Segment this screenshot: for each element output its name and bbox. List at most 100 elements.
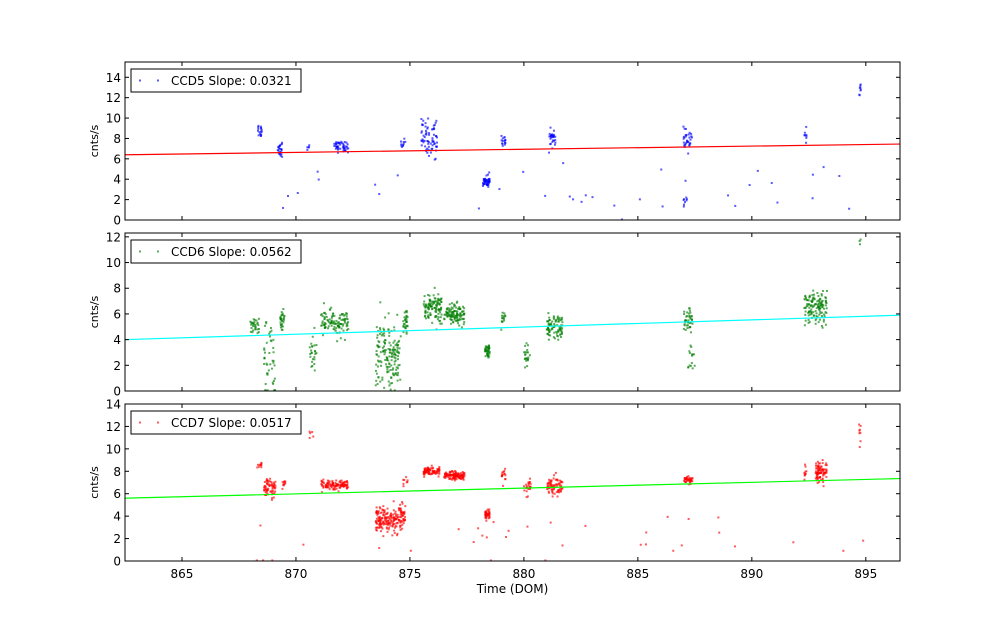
data-point [436,470,439,473]
y-tick-label: 0 [113,555,121,569]
data-point [279,143,282,146]
data-point [313,358,316,361]
data-point [461,310,464,313]
data-point [558,483,561,486]
data-point [440,308,443,311]
data-point [388,517,391,520]
data-point [321,315,324,318]
data-point [269,484,272,487]
data-point [446,474,449,477]
data-point [485,536,488,539]
data-point [550,134,553,137]
data-point [377,340,380,343]
data-point [548,151,551,154]
data-point [454,314,457,317]
data-point [488,513,491,516]
data-point [280,149,283,152]
data-point [375,517,378,520]
data-point [547,487,550,490]
data-point [401,520,404,523]
data-point [383,334,386,337]
data-point [402,522,405,525]
data-point [463,471,466,474]
data-point [452,477,455,480]
data-point [437,316,440,319]
data-point [345,325,348,328]
data-point [460,475,463,478]
data-point [554,143,557,146]
data-point [523,351,526,354]
data-point [265,389,268,391]
data-point [688,350,691,353]
data-point [504,141,507,144]
data-point [445,310,448,313]
data-point [272,351,275,354]
data-point [819,467,822,470]
data-point [644,543,647,546]
data-point [756,169,759,172]
data-point [341,484,344,487]
data-point [392,513,395,516]
data-point [820,324,823,327]
data-point [340,479,343,482]
data-point [550,328,553,331]
data-point [551,140,554,143]
data-point [325,483,328,486]
data-point [426,147,429,150]
data-point [488,346,491,349]
data-point [821,459,824,462]
legend-label: CCD5 Slope: 0.0321 [171,74,292,88]
data-point [452,474,455,477]
data-point [388,384,391,387]
data-point [450,318,453,321]
data-point [683,127,686,130]
data-point [384,316,387,319]
data-point [501,139,504,142]
data-point [384,349,387,352]
data-point [485,511,488,514]
data-point [339,141,342,144]
data-point [426,126,429,129]
data-point [379,521,382,524]
data-point [425,304,428,307]
data-point [393,529,396,532]
data-point [404,516,407,519]
data-point [257,126,260,129]
data-point [552,316,555,319]
data-point [326,485,329,488]
data-point [400,509,403,512]
data-point [544,194,547,197]
data-point [260,126,263,129]
data-point [526,358,529,361]
data-point [818,468,821,471]
data-point [386,530,389,533]
data-point [434,316,437,319]
data-point [691,354,694,357]
data-point [325,316,328,319]
data-point [320,313,323,316]
data-point [488,171,491,174]
data-point [378,193,381,196]
data-point [279,318,282,321]
data-point [278,147,281,150]
data-point [690,361,693,364]
data-point [687,475,690,478]
data-point [446,306,449,309]
data-point [529,488,532,491]
data-point [251,324,254,327]
data-point [309,353,312,356]
data-point [430,305,433,308]
data-point [823,307,826,310]
data-point [862,539,865,542]
data-point [446,311,449,314]
data-point [384,339,387,342]
data-point [487,509,490,512]
data-point [683,476,686,479]
data-point [456,300,459,303]
fit-line [124,477,901,499]
data-point [313,356,316,359]
data-point [250,322,253,325]
data-point [377,359,380,362]
data-point [424,470,427,473]
data-point [388,341,391,344]
